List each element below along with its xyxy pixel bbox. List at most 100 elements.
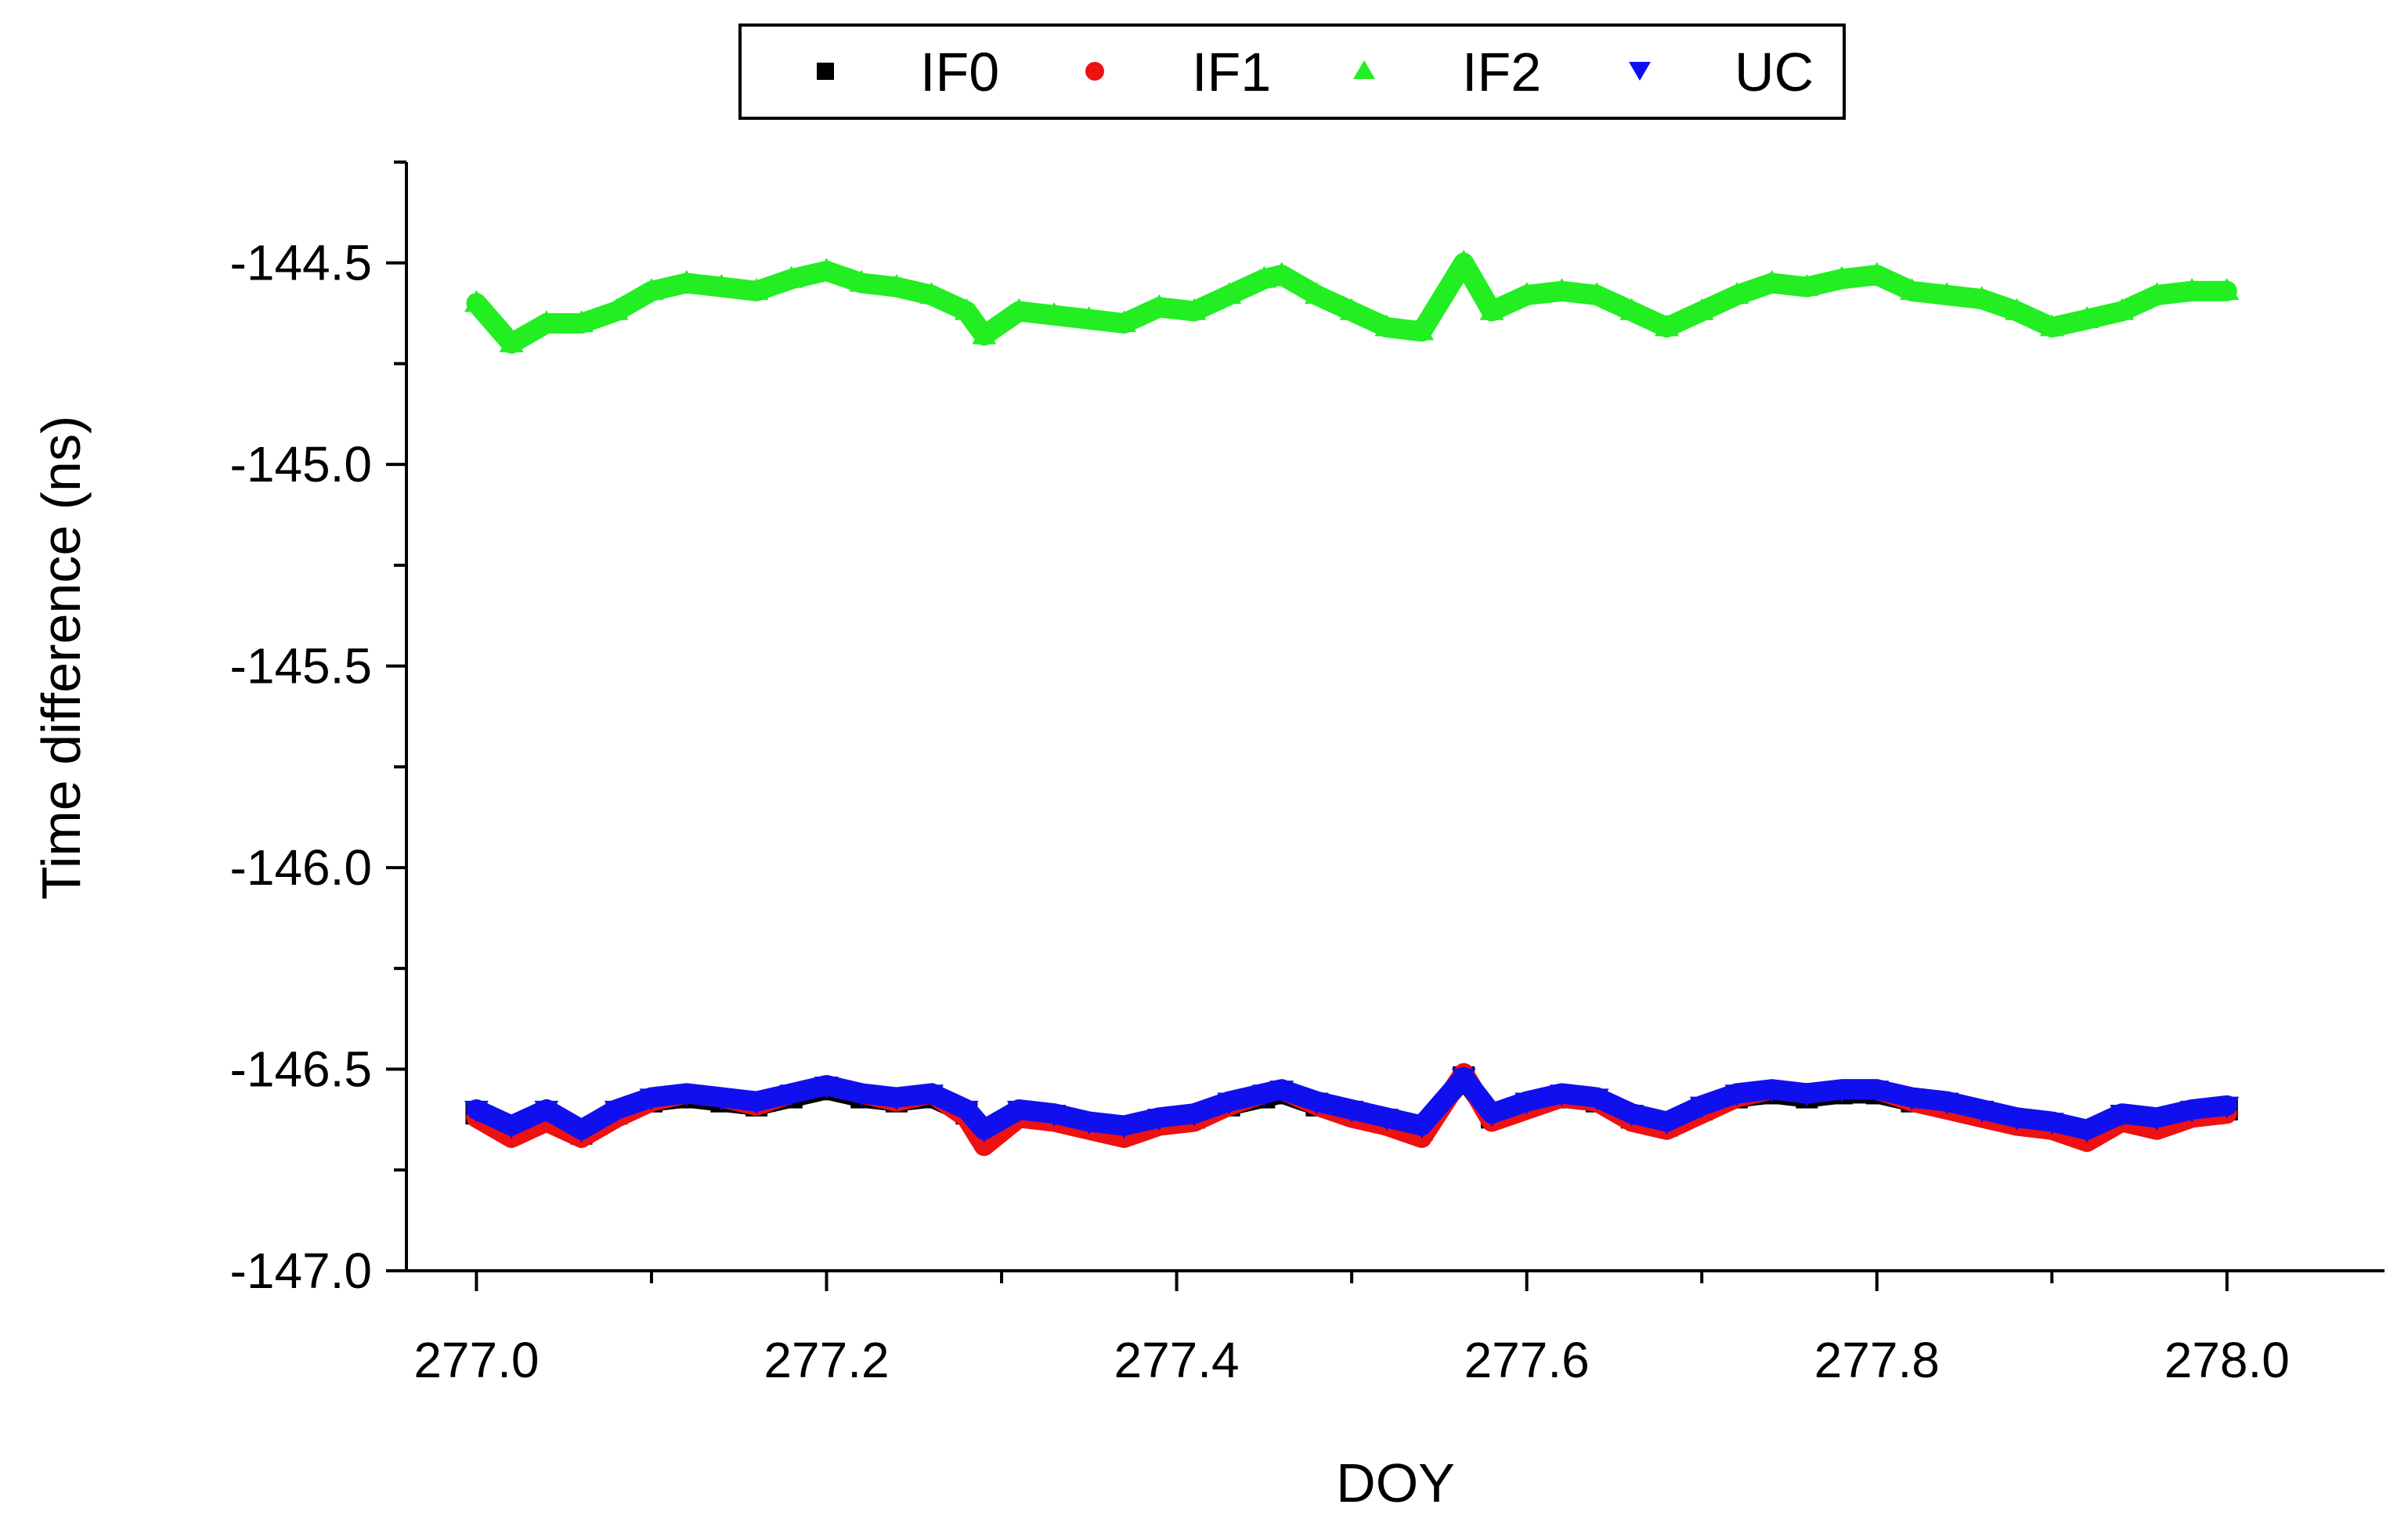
data-point-uc xyxy=(674,1084,699,1107)
data-point-uc xyxy=(814,1076,839,1099)
data-point-if2 xyxy=(1514,282,1540,305)
data-point-if2 xyxy=(849,269,874,292)
data-point-uc xyxy=(2215,1096,2240,1119)
data-point-if2 xyxy=(1865,262,1890,284)
data-point-uc xyxy=(1479,1104,1504,1127)
data-point-if2 xyxy=(2039,314,2064,337)
data-point-if2 xyxy=(779,265,804,288)
data-point-if2 xyxy=(2110,298,2135,320)
data-point-uc xyxy=(1042,1104,1067,1127)
data-point-uc xyxy=(1549,1084,1574,1107)
data-point-if2 xyxy=(2144,282,2169,305)
data-point-uc xyxy=(1829,1081,1854,1103)
legend-label-if0: IF0 xyxy=(920,41,999,103)
data-point-uc xyxy=(954,1100,979,1123)
legend: IF0 IF1 IF2 UC xyxy=(738,23,1846,120)
data-point-uc xyxy=(1305,1092,1329,1115)
data-point-uc xyxy=(1655,1113,1679,1135)
y-tick-label: -145.0 xyxy=(230,436,372,492)
data-point-if2 xyxy=(1689,298,1714,320)
data-point-uc xyxy=(919,1084,944,1107)
data-point-if2 xyxy=(534,310,559,333)
data-point-if2 xyxy=(919,282,944,305)
data-point-if2 xyxy=(1006,298,1031,320)
data-point-if2 xyxy=(2074,306,2099,329)
x-tick-label: 277.2 xyxy=(764,1332,889,1388)
data-point-uc xyxy=(1619,1104,1644,1127)
data-point-uc xyxy=(1410,1117,1434,1139)
data-point-uc xyxy=(1251,1084,1276,1107)
data-point-uc xyxy=(534,1100,559,1123)
legend-label-if2: IF2 xyxy=(1462,41,1541,103)
plot-area xyxy=(464,249,2240,1156)
data-point-if2 xyxy=(972,322,997,345)
data-point-if2 xyxy=(1217,282,1242,305)
data-point-uc xyxy=(1760,1081,1785,1103)
data-point-uc xyxy=(1077,1113,1102,1135)
data-point-if2 xyxy=(464,290,489,312)
data-point-if2 xyxy=(2215,277,2240,300)
data-point-if2 xyxy=(1479,298,1504,320)
legend-marker-if0 xyxy=(817,63,834,80)
x-tick-label: 277.6 xyxy=(1464,1332,1590,1388)
data-point-if2 xyxy=(1760,269,1785,292)
data-point-if2 xyxy=(814,258,839,280)
data-point-if2 xyxy=(1410,318,1434,341)
data-point-uc xyxy=(1794,1084,1819,1107)
data-point-if2 xyxy=(1829,265,1854,288)
data-point-uc xyxy=(1146,1109,1172,1131)
data-point-if2 xyxy=(1339,298,1364,320)
x-tick-label: 277.4 xyxy=(1114,1332,1239,1388)
data-point-uc xyxy=(1969,1100,1995,1123)
x-axis-title: DOY xyxy=(1336,1452,1455,1514)
series-band-if2 xyxy=(466,252,2237,354)
data-point-if2 xyxy=(1934,282,1959,305)
data-point-if2 xyxy=(499,330,524,352)
data-point-if2 xyxy=(709,273,734,296)
data-point-uc xyxy=(744,1092,769,1115)
data-point-if2 xyxy=(1584,282,1609,305)
legend-marker-if1 xyxy=(1085,62,1104,81)
data-point-if2 xyxy=(1900,277,1924,300)
data-point-uc xyxy=(1339,1100,1364,1123)
data-point-if1 xyxy=(975,1137,993,1155)
data-point-uc xyxy=(604,1100,629,1123)
data-point-uc xyxy=(1724,1084,1749,1107)
data-point-uc xyxy=(2074,1120,2099,1143)
data-point-uc xyxy=(1217,1092,1242,1115)
x-tick-label: 277.8 xyxy=(1814,1332,1940,1388)
legend-marker-uc xyxy=(1629,62,1651,81)
y-tick-label: -146.0 xyxy=(230,839,372,896)
data-point-if2 xyxy=(674,269,699,292)
data-point-uc xyxy=(2144,1109,2169,1131)
data-point-if2 xyxy=(639,277,664,300)
axes xyxy=(405,162,2385,1272)
data-point-if2 xyxy=(1374,314,1399,337)
x-tick-label: 278.0 xyxy=(2164,1332,2290,1388)
data-point-uc xyxy=(1865,1081,1890,1103)
data-point-uc xyxy=(1006,1100,1031,1123)
data-point-uc xyxy=(779,1084,804,1107)
legend-label-uc: UC xyxy=(1735,41,1814,103)
data-point-if2 xyxy=(1655,314,1679,337)
data-point-if2 xyxy=(569,310,594,333)
data-point-if2 xyxy=(884,273,909,296)
series-band-uc xyxy=(466,1066,2237,1140)
data-point-uc xyxy=(499,1117,524,1139)
data-point-if2 xyxy=(1619,298,1644,320)
data-point-if2 xyxy=(1042,301,1067,324)
data-point-uc xyxy=(1689,1096,1714,1119)
data-point-if2 xyxy=(1182,298,1207,320)
data-point-if2 xyxy=(2179,277,2204,300)
legend-label-if1: IF1 xyxy=(1192,41,1271,103)
data-point-if2 xyxy=(1112,310,1136,333)
data-point-uc xyxy=(2179,1100,2204,1123)
y-axis-title: Time difference (ns) xyxy=(31,416,92,900)
data-point-uc xyxy=(1451,1068,1476,1091)
tick-labels: 277.0 277.2 277.4 277.6 277.8 278.0 -144.5 -145… xyxy=(230,235,2290,1388)
data-point-if2 xyxy=(1724,282,1749,305)
y-tick-label: -147.0 xyxy=(230,1243,372,1299)
y-tick-label: -146.5 xyxy=(230,1041,372,1098)
data-point-if2 xyxy=(1451,249,1476,272)
